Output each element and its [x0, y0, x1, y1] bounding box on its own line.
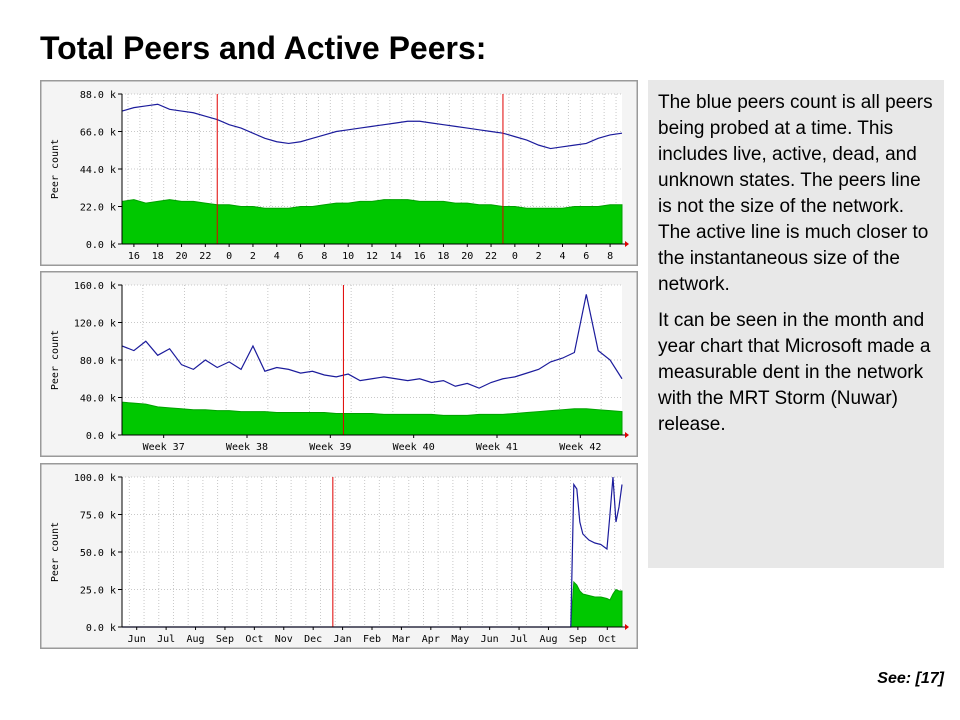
- x-tick-label: Week 41: [476, 442, 518, 453]
- slide-title: Total Peers and Active Peers:: [40, 30, 487, 66]
- x-tick-label: Oct: [598, 634, 616, 645]
- y-axis-label: Peer count: [50, 330, 61, 390]
- x-tick-label: 18: [437, 251, 449, 262]
- daily-peer-chart-svg: 0.0 k 22.0 k 44.0 k 66.0 k 88.0 k Peer count 1…: [40, 80, 638, 266]
- x-tick-label: 22: [485, 251, 497, 262]
- x-axis-arrow: [625, 241, 629, 247]
- x-tick-label: Sep: [569, 634, 587, 645]
- x-tick-label: 4: [559, 251, 565, 262]
- y-axis-label: Peer count: [50, 522, 61, 582]
- y-tick-label: 66.0 k: [80, 128, 116, 139]
- x-tick-label: 22: [199, 251, 211, 262]
- x-tick-label: 0: [226, 251, 232, 262]
- x-tick-label: 8: [607, 251, 613, 262]
- y-tick-label: 100.0 k: [74, 473, 116, 484]
- x-tick-label: Jul: [510, 634, 528, 645]
- total-peers-line: [121, 294, 623, 389]
- y-tick-label: 75.0 k: [80, 511, 116, 522]
- x-tick-label: Week 38: [226, 442, 268, 453]
- yearly-peer-chart-svg: 0.0 k 25.0 k 50.0 k 75.0 k 100.0 k Peer count…: [40, 463, 638, 649]
- y-tick-label: 120.0 k: [74, 319, 116, 330]
- weekly-peer-chart: 0.0 k 40.0 k 80.0 k 120.0 k 160.0 k Peer coun…: [40, 271, 638, 457]
- x-tick-label: Week 39: [309, 442, 351, 453]
- daily-peer-chart: 0.0 k 22.0 k 44.0 k 66.0 k 88.0 k Peer count 1…: [40, 80, 638, 266]
- x-tick-label: Week 40: [393, 442, 435, 453]
- x-tick-label: Week 37: [143, 442, 185, 453]
- y-tick-label: 0.0 k: [86, 623, 116, 634]
- y-tick-label: 0.0 k: [86, 431, 116, 442]
- yearly-peer-chart: 0.0 k 25.0 k 50.0 k 75.0 k 100.0 k Peer count…: [40, 463, 638, 649]
- explanation-paragraph-1: The blue peers count is all peers being …: [658, 92, 933, 295]
- x-tick-label: Aug: [186, 634, 204, 645]
- y-tick-label: 22.0 k: [80, 203, 116, 214]
- total-peers-line: [121, 103, 623, 150]
- x-axis-arrow: [625, 624, 629, 630]
- x-tick-label: 8: [321, 251, 327, 262]
- x-tick-label: 20: [461, 251, 473, 262]
- explanation-paragraph-2: It can be seen in the month and year cha…: [658, 310, 931, 435]
- y-tick-label: 88.0 k: [80, 90, 116, 101]
- active-peers-area: [121, 401, 623, 436]
- citation-reference: [17]: [915, 670, 944, 687]
- y-tick-label: 50.0 k: [80, 548, 116, 559]
- x-tick-label: Sep: [216, 634, 234, 645]
- y-tick-label: 0.0 k: [86, 240, 116, 251]
- x-tick-label: Apr: [422, 634, 440, 645]
- x-tick-label: Week 42: [559, 442, 601, 453]
- x-tick-label: 6: [298, 251, 304, 262]
- y-tick-label: 40.0 k: [80, 394, 116, 405]
- active-peers-area: [121, 199, 623, 245]
- y-tick-label: 80.0 k: [80, 356, 116, 367]
- x-tick-label: May: [451, 634, 469, 645]
- x-tick-label: Nov: [275, 634, 293, 645]
- x-tick-label: 0: [512, 251, 518, 262]
- citation: See: [17]: [877, 670, 944, 688]
- x-tick-label: 4: [274, 251, 280, 262]
- y-tick-label: 44.0 k: [80, 165, 116, 176]
- weekly-peer-chart-svg: 0.0 k 40.0 k 80.0 k 120.0 k 160.0 k Peer coun…: [40, 271, 638, 457]
- x-tick-label: Jan: [334, 634, 352, 645]
- x-tick-label: Jun: [128, 634, 146, 645]
- x-tick-label: 12: [366, 251, 378, 262]
- x-tick-label: 10: [342, 251, 354, 262]
- x-tick-label: Feb: [363, 634, 381, 645]
- x-tick-label: 14: [390, 251, 402, 262]
- y-axis-label: Peer count: [50, 139, 61, 199]
- x-tick-label: 2: [250, 251, 256, 262]
- y-tick-label: 25.0 k: [80, 586, 116, 597]
- x-tick-label: Dec: [304, 634, 322, 645]
- y-tick-label: 160.0 k: [74, 281, 116, 292]
- x-tick-label: 2: [536, 251, 542, 262]
- x-tick-label: Mar: [392, 634, 410, 645]
- x-tick-label: 6: [583, 251, 589, 262]
- x-tick-label: Jun: [481, 634, 499, 645]
- x-tick-label: Oct: [245, 634, 263, 645]
- x-tick-label: 20: [176, 251, 188, 262]
- explanation-box: The blue peers count is all peers being …: [648, 80, 944, 568]
- x-tick-label: 16: [414, 251, 426, 262]
- x-tick-label: Jul: [157, 634, 175, 645]
- x-tick-label: 18: [152, 251, 164, 262]
- x-axis-arrow: [625, 432, 629, 438]
- x-tick-label: 16: [128, 251, 140, 262]
- citation-label: See:: [877, 670, 912, 687]
- x-tick-label: Aug: [539, 634, 557, 645]
